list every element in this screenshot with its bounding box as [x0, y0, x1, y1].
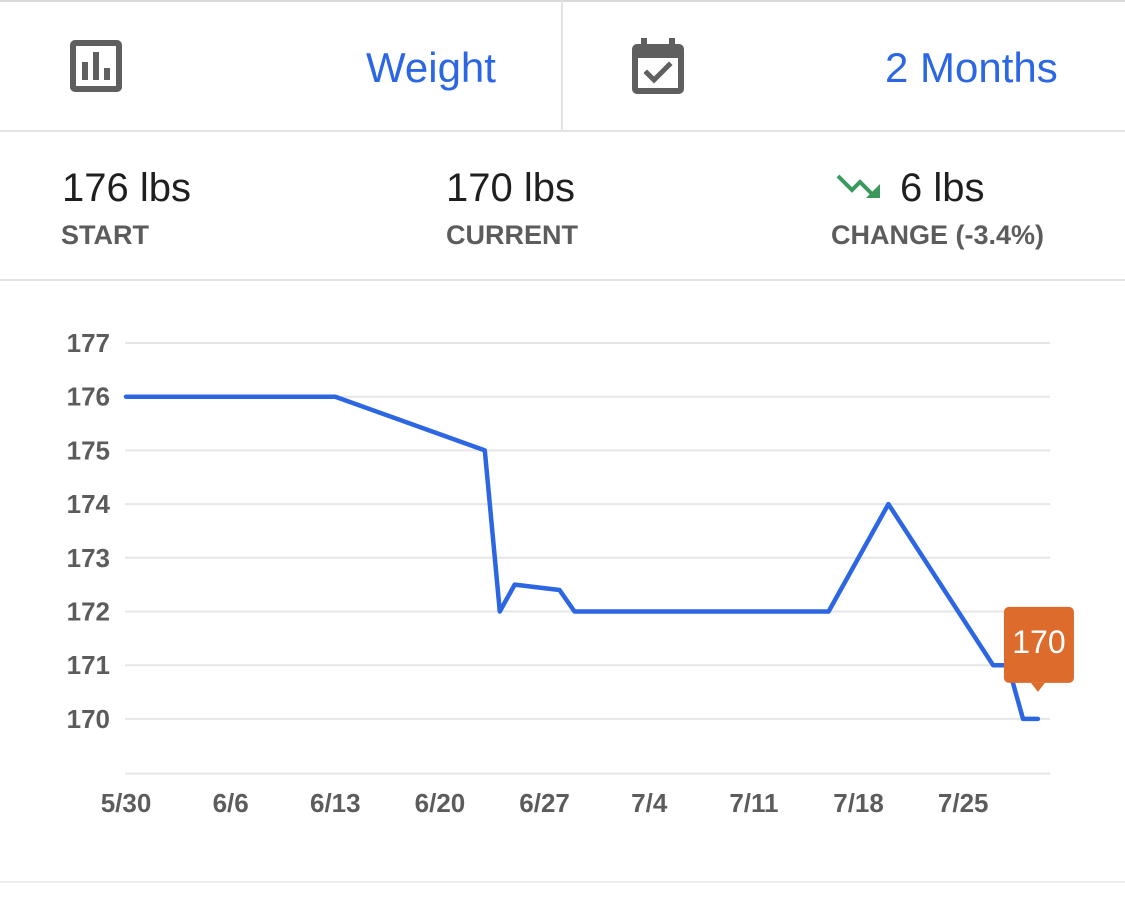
x-tick-label: 6/13	[310, 788, 361, 818]
x-axis-ticks: 5/30 6/6 6/13 6/20 6/27 7/4 7/11 7/18 7/25	[101, 788, 989, 818]
x-tick-label: 7/18	[833, 788, 884, 818]
x-tick-label: 7/4	[631, 788, 668, 818]
y-axis-ticks: 170 171 172 173 174 175 176 177	[67, 328, 111, 734]
weight-line-chart: 170 171 172 173 174 175 176 177 5/30 6/6 6/13 6/20…	[67, 328, 1074, 818]
x-tick-label: 6/20	[415, 788, 466, 818]
x-tick-label: 6/6	[213, 788, 249, 818]
change-value: 6 lbs	[900, 166, 985, 210]
x-tick-label: 7/11	[729, 788, 778, 818]
bar-chart-icon[interactable]	[66, 36, 126, 96]
stats-panel: 176 lbs START 170 lbs CURRENT 6 lbs CHAN…	[0, 132, 1125, 281]
change-label: CHANGE (-3.4%)	[831, 220, 1045, 250]
start-label: START	[61, 220, 149, 250]
start-value: 176 lbs	[62, 166, 191, 210]
metric-selector[interactable]: Weight	[366, 44, 496, 91]
y-tick-label: 174	[67, 489, 111, 519]
callout-pointer	[1030, 682, 1045, 692]
range-selector[interactable]: 2 Months	[885, 44, 1058, 91]
header-divider	[561, 0, 563, 130]
grid-lines	[125, 342, 1050, 775]
callout-bubble	[1003, 606, 1074, 683]
header: Weight 2 Months	[0, 0, 1125, 132]
calendar-check-icon[interactable]	[628, 36, 688, 96]
y-tick-label: 173	[67, 543, 110, 573]
x-tick-label: 6/27	[519, 788, 570, 818]
x-tick-label: 5/30	[101, 788, 152, 818]
callout-value: 170	[1012, 624, 1065, 660]
y-tick-label: 175	[67, 435, 110, 465]
current-value: 170 lbs	[446, 166, 575, 210]
y-tick-label: 176	[67, 382, 110, 412]
y-tick-label: 171	[67, 650, 110, 680]
x-tick-label: 7/25	[938, 788, 989, 818]
current-value-callout: 170	[1003, 606, 1074, 692]
y-tick-label: 177	[67, 328, 110, 358]
footer-divider	[0, 881, 1125, 883]
current-label: CURRENT	[446, 220, 578, 250]
y-tick-label: 170	[67, 704, 110, 734]
y-tick-label: 172	[67, 597, 110, 627]
trending-down-icon	[836, 174, 880, 198]
